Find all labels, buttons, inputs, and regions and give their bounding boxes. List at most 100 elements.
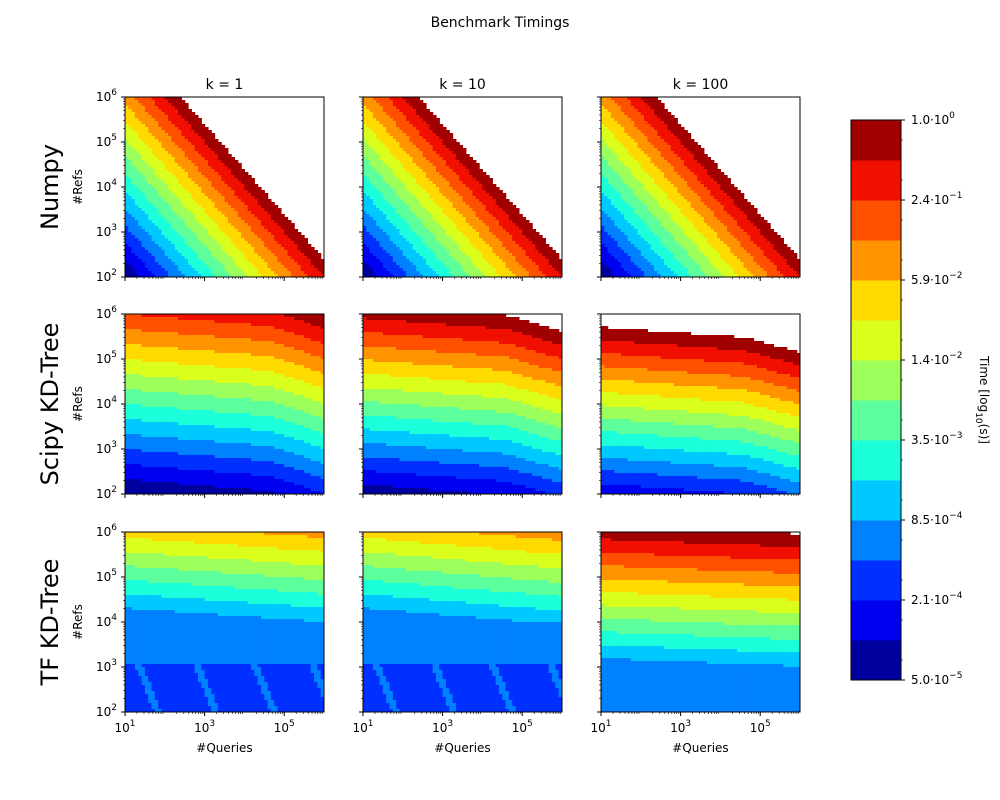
contour-cell [247,220,252,224]
contour-cell [214,220,219,224]
contour-cell [552,256,556,260]
contour-cell [290,250,295,254]
contour-cell [138,97,143,101]
contour-cell [247,175,252,179]
contour-cell [227,244,232,248]
contour-cell [379,199,384,203]
contour-cell [505,235,510,239]
contour-cell [231,217,236,221]
contour-cell [224,166,229,170]
contour-cell [399,259,404,263]
contour-cell [214,217,219,221]
contour-cell [138,103,143,107]
contour-cell [267,211,272,215]
contour-cell [366,202,371,206]
contour-cell [518,262,523,266]
contour-cell [154,178,159,182]
contour-cell [241,202,245,206]
contour-cell [429,151,434,155]
contour-cell [429,244,434,248]
contour-cell [465,229,470,233]
contour-cell [502,214,507,218]
contour-cell [201,232,206,236]
contour-cell [290,238,295,242]
contour-cell [237,235,242,239]
contour-cell [214,232,219,236]
contour-cell [435,274,440,277]
contour-cell [164,268,169,272]
contour-cell [416,232,420,236]
contour-cell [197,223,202,227]
contour-cell [459,157,464,161]
contour-cell [174,268,179,272]
contour-cell [280,253,285,257]
contour-cell [485,187,490,191]
contour-cell [439,175,444,179]
contour-cell [432,154,437,158]
contour-cell [369,226,374,230]
contour-cell [211,223,216,227]
contour-cell [445,271,450,275]
contour-cell [158,145,163,149]
contour-cell [379,250,384,254]
contour-cell [426,259,430,263]
contour-cell [141,148,146,152]
contour-cell [376,214,381,218]
contour-cell [406,172,411,176]
contour-cell [270,217,275,221]
contour-cell [237,208,242,212]
contour-cell [144,190,149,194]
contour-cell [409,229,414,233]
contour-cell [134,169,139,173]
contour-cell [379,115,384,119]
contour-cell [402,205,407,209]
contour-cell [320,271,324,275]
contour-cell [270,259,275,263]
contour-cell [184,226,189,230]
contour-cell [363,178,367,182]
contour-cell [455,151,460,155]
contour-cell [376,190,381,194]
contour-cell [188,268,192,272]
contour-cell [174,202,179,206]
contour-cell [191,142,196,146]
contour-cell [128,211,133,215]
contour-cell [297,232,302,236]
contour-cell [237,205,242,209]
contour-cell [396,244,401,248]
contour-cell [432,235,437,239]
contour-cell [372,256,377,260]
contour-cell [416,259,420,263]
contour-cell [445,214,450,218]
contour-cell [211,160,216,164]
contour-cell [382,256,387,260]
contour-cell [498,202,503,206]
contour-cell [231,220,236,224]
contour-cell [287,247,292,251]
contour-cell [144,220,149,224]
contour-cell [178,112,182,116]
contour-cell [267,232,272,236]
contour-cell [386,97,391,101]
contour-cell [392,211,397,215]
contour-cell [214,157,219,161]
contour-cell [439,229,444,233]
contour-cell [366,211,371,215]
contour-cell [227,202,232,206]
contour-cell [168,163,173,167]
contour-cell [217,205,222,209]
contour-cell [363,166,367,170]
contour-cell [459,208,464,212]
contour-cell [372,232,377,236]
contour-cell [489,232,493,236]
contour-cell [535,235,540,239]
contour-cell [194,139,199,143]
contour-cell [224,274,229,277]
contour-cell [151,187,156,191]
contour-cell [224,235,229,239]
contour-cell [128,274,133,277]
contour-cell [204,262,209,266]
contour-cell [489,211,493,215]
contour-cell [191,166,196,170]
contour-cell [386,202,391,206]
